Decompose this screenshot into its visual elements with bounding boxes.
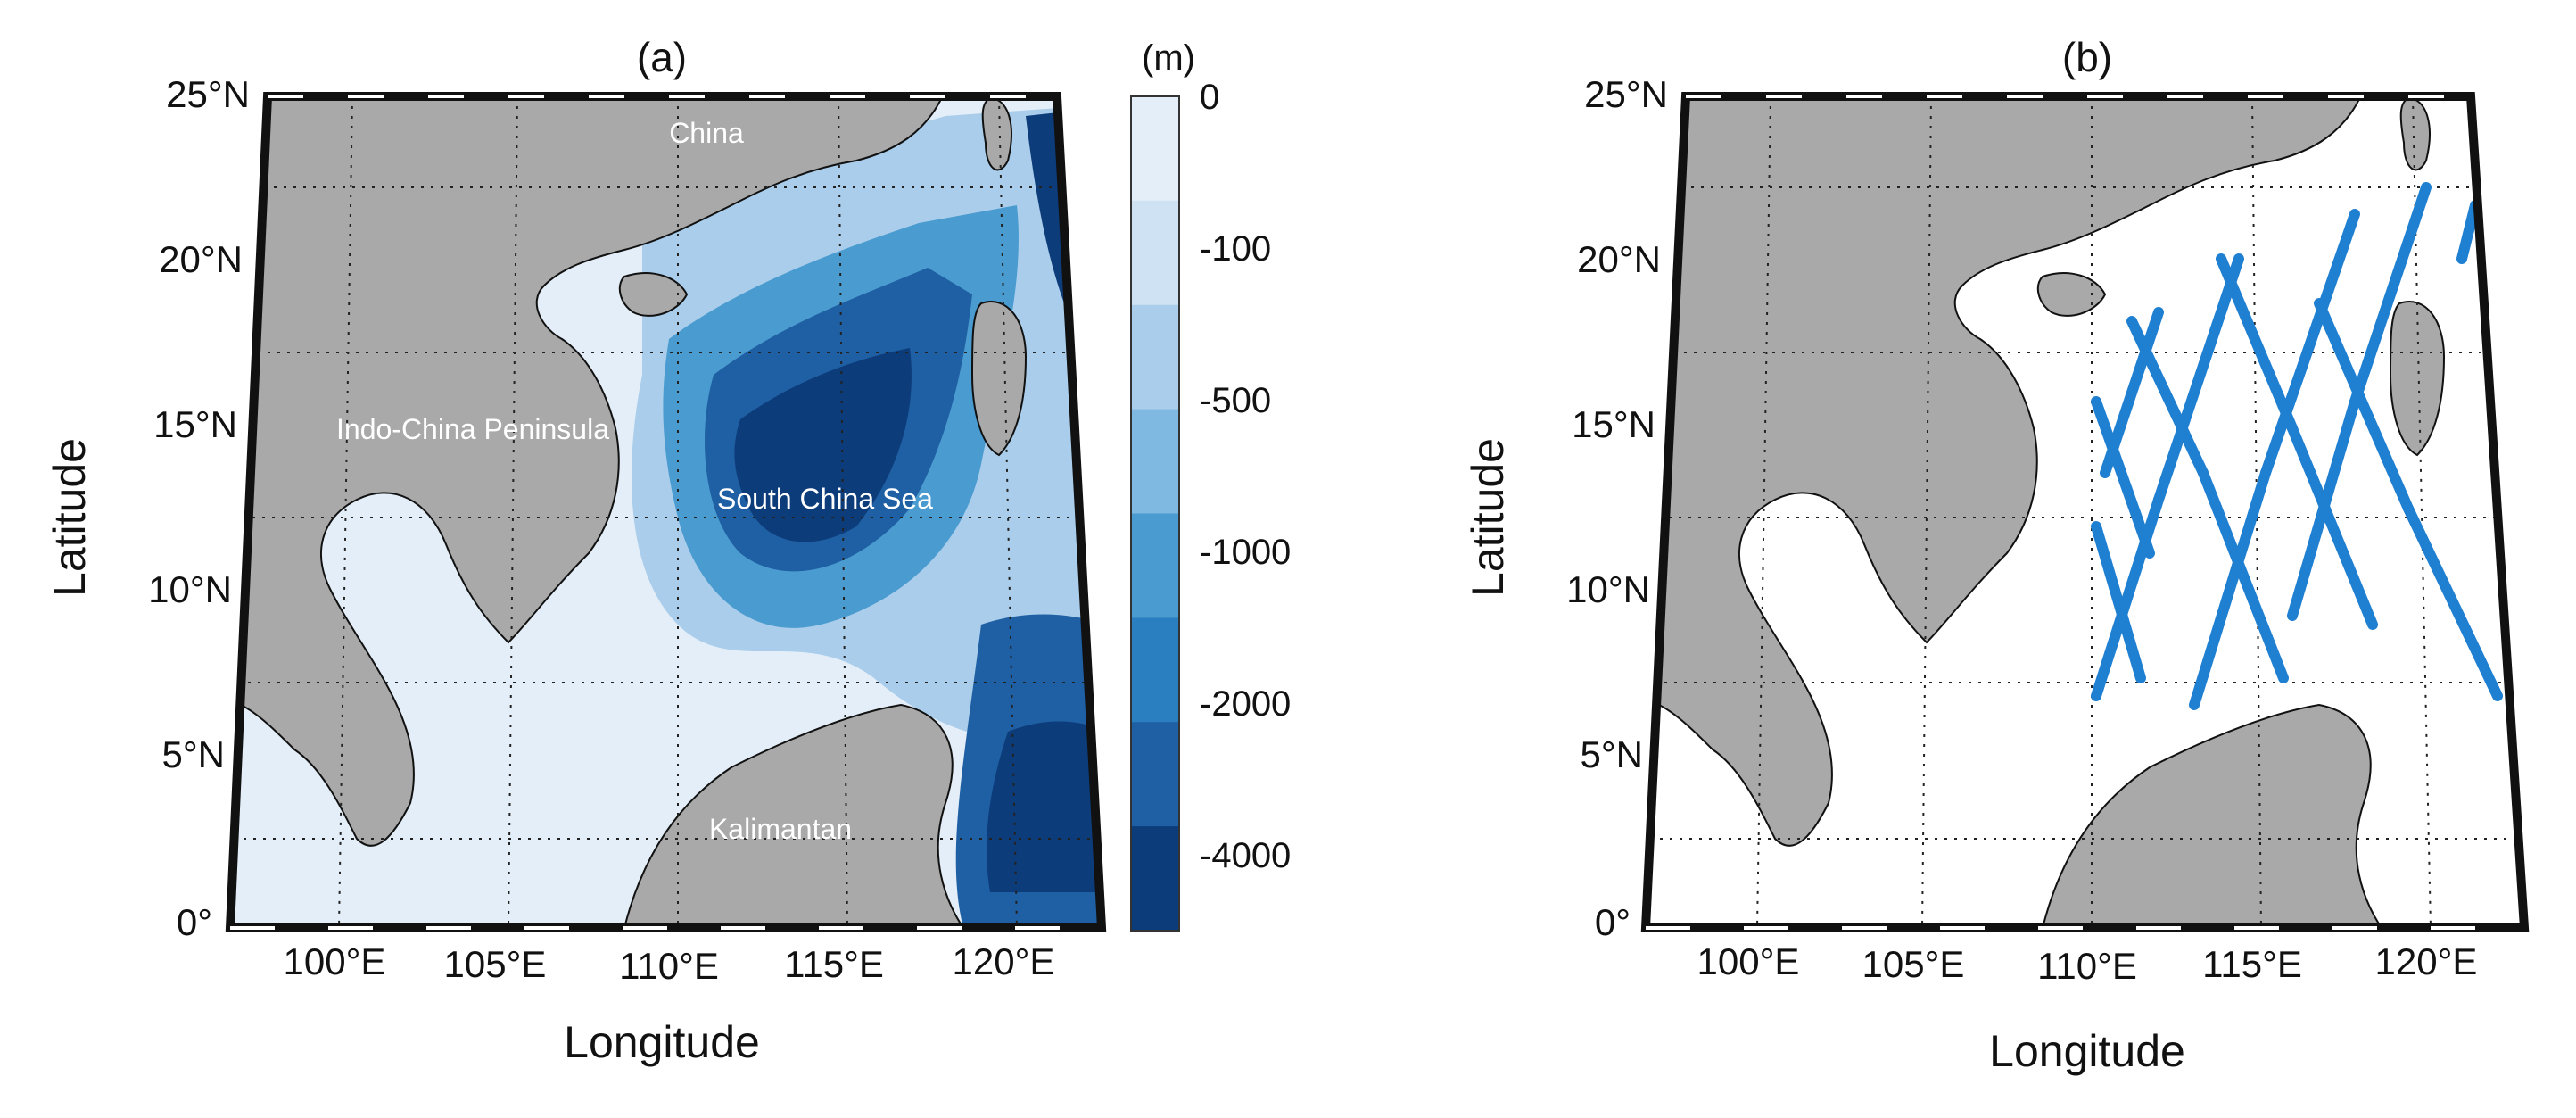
colorbar-segment [1131, 722, 1179, 827]
panel-a-lon-tick-105: 105°E [444, 943, 547, 985]
panel-a-lat-tick-5: 5°N [162, 733, 226, 775]
colorbar-frame [1130, 95, 1180, 932]
panel-b-title: (b) [2062, 34, 2112, 80]
bathy-4000 [734, 348, 912, 542]
colorbar-tick-100: -100 [1200, 229, 1271, 269]
panel-a-ylabel: Latitude [45, 438, 95, 597]
label-china: China [669, 117, 744, 149]
colorbar-tick-1000: -1000 [1200, 533, 1291, 572]
panel-b-ylabel: Latitude [1463, 438, 1513, 597]
panel-a: (a) [45, 34, 1107, 1067]
land-hainan-b [2036, 272, 2107, 317]
panel-b-lat-tick-15: 15°N [1572, 403, 1655, 445]
colorbar-segment [1131, 617, 1179, 723]
panel-b-lat-tick-20: 20°N [1577, 238, 1661, 280]
panel-b: (b) [1463, 34, 2530, 1076]
panel-b-frame [1640, 92, 2530, 932]
colorbar-tick-500: -500 [1200, 381, 1271, 420]
colorbar-segment [1131, 96, 1179, 202]
colorbar-segments [1131, 96, 1179, 932]
satellite-tracks [2091, 182, 2503, 710]
panel-a-lat-tick-20: 20°N [159, 238, 243, 280]
land-luzon [970, 301, 1028, 457]
land-luzon-b [2389, 301, 2446, 457]
colorbar: (m) 0 -100 -500 -1000 -2000 -4000 [1130, 38, 1291, 932]
colorbar-segment [1131, 409, 1179, 514]
land-kalimantan-b [2041, 703, 2383, 928]
land-indochina [230, 96, 947, 847]
graticule-a [234, 96, 1095, 928]
colorbar-segment [1131, 513, 1179, 618]
label-kalimantan: Kalimantan [709, 813, 852, 845]
panel-b-lon-tick-110: 110°E [2037, 945, 2137, 987]
panel-b-lat-tick-0: 0° [1595, 901, 1631, 943]
panel-a-lon-tick-115: 115°E [784, 943, 884, 985]
panel-a-lat-tick-15: 15°N [153, 403, 237, 445]
colorbar-tick-2000: -2000 [1200, 684, 1291, 724]
colorbar-unit: (m) [1142, 38, 1195, 78]
panel-a-xlabel: Longitude [564, 1017, 760, 1067]
label-scs: South China Sea [717, 483, 933, 515]
bathy-celebes-deep [987, 721, 1102, 892]
panel-a-frame [225, 92, 1107, 932]
panel-b-lat-tick-10: 10°N [1566, 568, 1650, 610]
panel-a-map: China Indo-China Peninsula South China S… [230, 96, 1102, 928]
panel-a-lat-tick-25: 25°N [166, 73, 250, 115]
panel-b-lon-tick-100: 100°E [1697, 940, 1800, 982]
panel-a-lat-tick-10: 10°N [148, 568, 232, 610]
panel-b-lon-tick-105: 105°E [1862, 943, 1965, 985]
colorbar-tick-4000: -4000 [1200, 836, 1291, 875]
land-taiwan-b [2399, 96, 2431, 171]
panel-b-lat-tick-5: 5°N [1581, 733, 1644, 775]
colorbar-segment [1131, 826, 1179, 932]
panel-a-title: (a) [637, 34, 687, 80]
panel-b-lon-tick-120: 120°E [2375, 940, 2478, 982]
land-indochina-b [1646, 96, 2365, 847]
panel-a-lon-tick-120: 120°E [953, 940, 1055, 982]
land-taiwan [981, 96, 1012, 171]
label-indochina: Indo-China Peninsula [336, 413, 609, 445]
colorbar-segment [1131, 200, 1179, 306]
colorbar-tick-0: 0 [1200, 78, 1219, 117]
land-hainan [618, 272, 689, 317]
panel-b-xlabel: Longitude [1989, 1026, 2185, 1076]
panel-a-lon-tick-110: 110°E [619, 945, 719, 987]
panel-b-map [1646, 96, 2524, 928]
panel-b-lat-tick-25: 25°N [1584, 73, 1668, 115]
panel-a-lon-tick-100: 100°E [284, 940, 386, 982]
panel-b-lon-tick-115: 115°E [2202, 943, 2302, 985]
panel-a-lat-tick-0: 0° [177, 901, 212, 943]
colorbar-segment [1131, 304, 1179, 410]
